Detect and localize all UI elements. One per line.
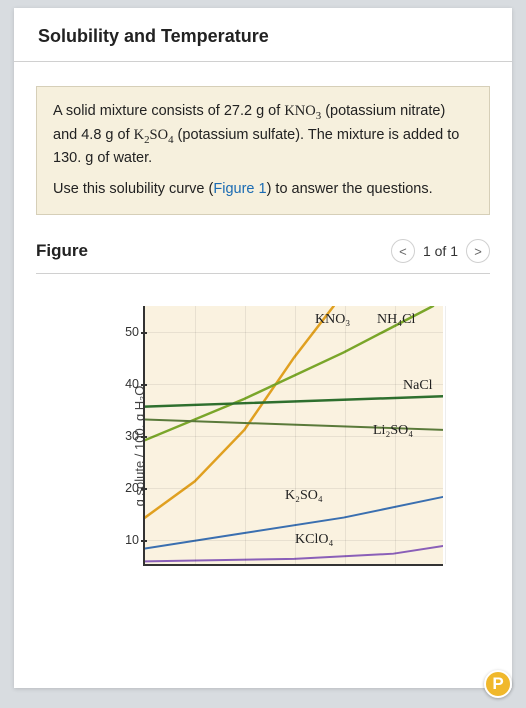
solubility-chart: g solute / 100. g H₂O KNO₃NH₄ClNaClLi₂SO… xyxy=(73,296,453,596)
y-tick-label: 20 xyxy=(113,481,139,495)
page-title: Solubility and Temperature xyxy=(14,8,512,61)
problem-para-1: A solid mixture consists of 27.2 g of KN… xyxy=(53,101,473,169)
pager-next-button[interactable]: > xyxy=(466,239,490,263)
figure-label: Figure xyxy=(36,241,88,261)
curve-label: NaCl xyxy=(403,378,433,394)
curves-svg xyxy=(145,306,443,564)
problem-statement: A solid mixture consists of 27.2 g of KN… xyxy=(36,86,490,215)
y-tick-label: 40 xyxy=(113,377,139,391)
page-content: Solubility and Temperature A solid mixtu… xyxy=(14,8,512,688)
curve-KNO3 xyxy=(145,306,334,518)
y-tick-label: 10 xyxy=(113,533,139,547)
pager-prev-button[interactable]: < xyxy=(391,239,415,263)
pager-indicator: 1 of 1 xyxy=(423,243,458,259)
figure-link[interactable]: Figure 1 xyxy=(213,181,266,197)
y-tick-label: 30 xyxy=(113,429,139,443)
pearson-badge[interactable]: P xyxy=(484,670,512,698)
curve-Li2SO4 xyxy=(145,420,443,430)
curve-label: NH₄Cl xyxy=(377,312,415,328)
curve-label: K₂SO₄ xyxy=(285,488,323,504)
plot-area: KNO₃NH₄ClNaClLi₂SO₄K₂SO₄KClO₄ xyxy=(143,306,443,566)
chart-container: g solute / 100. g H₂O KNO₃NH₄ClNaClLi₂SO… xyxy=(36,296,490,596)
problem-para-2: Use this solubility curve (Figure 1) to … xyxy=(53,179,473,200)
y-tick-label: 50 xyxy=(113,325,139,339)
figure-pager: < 1 of 1 > xyxy=(391,239,490,263)
divider xyxy=(14,61,512,62)
curve-NH4Cl xyxy=(145,306,433,440)
curve-KClO4 xyxy=(145,546,443,561)
curve-NaCl xyxy=(145,397,443,407)
figure-header: Figure < 1 of 1 > xyxy=(36,233,490,274)
